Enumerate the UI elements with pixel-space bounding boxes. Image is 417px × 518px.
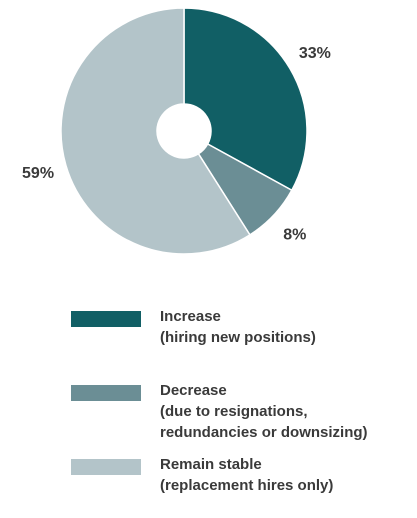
legend-label-line: redundancies or downsizing) — [160, 424, 368, 441]
legend-item-decrease: Decrease (due to resignations, redundanc… — [71, 380, 417, 441]
legend-swatch-increase — [71, 311, 141, 327]
legend-label-line: (hiring new positions) — [160, 329, 316, 346]
percentage-labels: 33% 8% 59% — [22, 45, 331, 243]
legend-swatch-decrease — [71, 385, 141, 401]
slice-remain-stable — [60, 7, 251, 255]
legend-label-line: (due to resignations, — [160, 403, 308, 420]
legend-label-increase: Increase (hiring new positions) — [160, 306, 316, 348]
legend-label-line: Remain stable — [160, 456, 262, 473]
legend-label-line: Increase — [160, 308, 221, 325]
legend-label-line: (replacement hires only) — [160, 477, 334, 494]
pct-label-remain-stable: 59% — [22, 165, 54, 182]
legend-label-decrease: Decrease (due to resignations, redundanc… — [160, 380, 368, 443]
chart-legend: Increase (hiring new positions) Decrease… — [71, 306, 417, 510]
pct-label-decrease: 8% — [283, 227, 306, 244]
legend-swatch-remain-stable — [71, 459, 141, 475]
legend-item-remain-stable: Remain stable (replacement hires only) — [71, 454, 417, 510]
donut-slices — [60, 7, 308, 255]
legend-label-remain-stable: Remain stable (replacement hires only) — [160, 454, 333, 496]
legend-item-increase: Increase (hiring new positions) — [71, 306, 417, 362]
legend-label-line: Decrease — [160, 382, 227, 399]
donut-chart: 33% 8% 59% — [22, 7, 331, 255]
slice-increase — [183, 7, 308, 192]
pct-label-increase: 33% — [299, 45, 331, 62]
